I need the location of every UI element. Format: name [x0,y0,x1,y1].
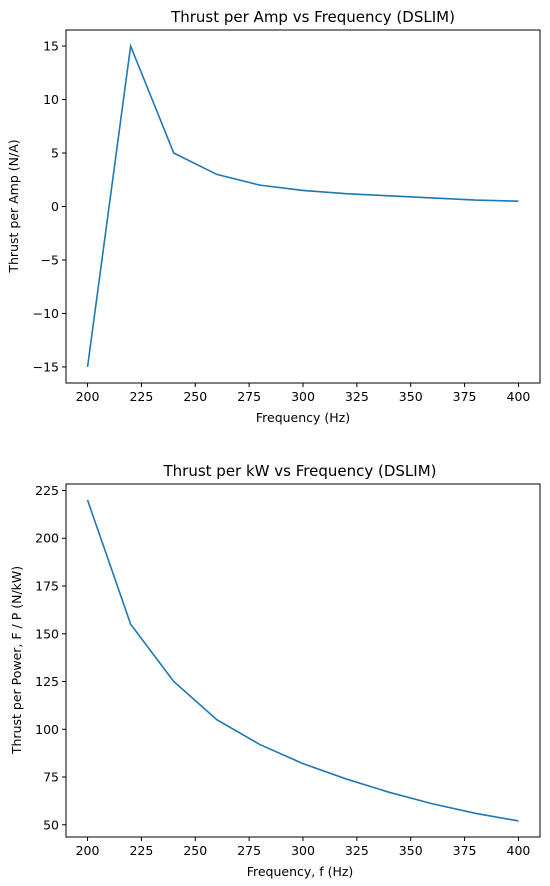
chart-thrust-per-kw: Thrust per kW vs Frequency (DSLIM) 200 22… [9,462,541,879]
x-tick-label: 250 [183,389,207,404]
y-tick-label: 100 [35,722,59,737]
x-tick-label: 325 [345,389,369,404]
x-tick-label: 275 [237,843,261,858]
x-tick-label: 225 [129,843,153,858]
y-tick-label: 75 [43,770,59,785]
x-axis: 200 225 250 275 300 325 350 375 400 [76,383,531,404]
x-tick-label: 225 [129,389,153,404]
x-tick-label: 350 [399,389,423,404]
chart-thrust-per-amp: Thrust per Amp vs Frequency (DSLIM) 200 2… [6,8,541,425]
x-tick-label: 300 [291,843,315,858]
x-tick-label: 275 [237,389,261,404]
x-axis-label: Frequency (Hz) [256,410,350,425]
x-axis: 200 225 250 275 300 325 350 375 400 [76,837,531,858]
x-tick-label: 400 [507,843,531,858]
y-tick-label: 150 [35,626,59,641]
y-tick-label: 15 [43,39,59,54]
y-tick-label: 50 [43,817,59,832]
x-axis-label: Frequency, f (Hz) [247,864,354,879]
x-tick-label: 350 [399,843,423,858]
y-axis: 50 75 100 125 150 175 200 225 [35,483,66,832]
y-tick-label: 5 [51,146,59,161]
y-tick-label: −15 [33,359,59,374]
y-tick-label: 0 [51,199,59,214]
y-tick-label: 125 [35,674,59,689]
chart-title: Thrust per Amp vs Frequency (DSLIM) [170,8,455,26]
series-line [86,42,519,368]
y-axis: −15 −10 −5 0 5 10 15 [33,39,66,374]
y-tick-label: 10 [43,92,59,107]
x-tick-label: 325 [345,843,369,858]
x-tick-label: 400 [507,389,531,404]
y-tick-label: 225 [35,483,59,498]
x-tick-label: 375 [453,843,477,858]
x-tick-label: 200 [76,843,100,858]
y-tick-label: −5 [41,252,59,267]
chart-title: Thrust per kW vs Frequency (DSLIM) [163,462,437,480]
y-axis-label: Thrust per Power, F / P (N/kW) [9,566,24,755]
x-tick-label: 375 [453,389,477,404]
y-tick-label: 200 [35,531,59,546]
x-tick-label: 300 [291,389,315,404]
x-tick-label: 250 [183,843,207,858]
y-axis-label: Thrust per Amp (N/A) [6,139,21,273]
y-tick-label: 175 [35,579,59,594]
plot-frame [65,483,541,838]
y-tick-label: −10 [33,306,59,321]
plot-frame [65,29,541,384]
x-tick-label: 200 [76,389,100,404]
series-line [86,499,519,822]
